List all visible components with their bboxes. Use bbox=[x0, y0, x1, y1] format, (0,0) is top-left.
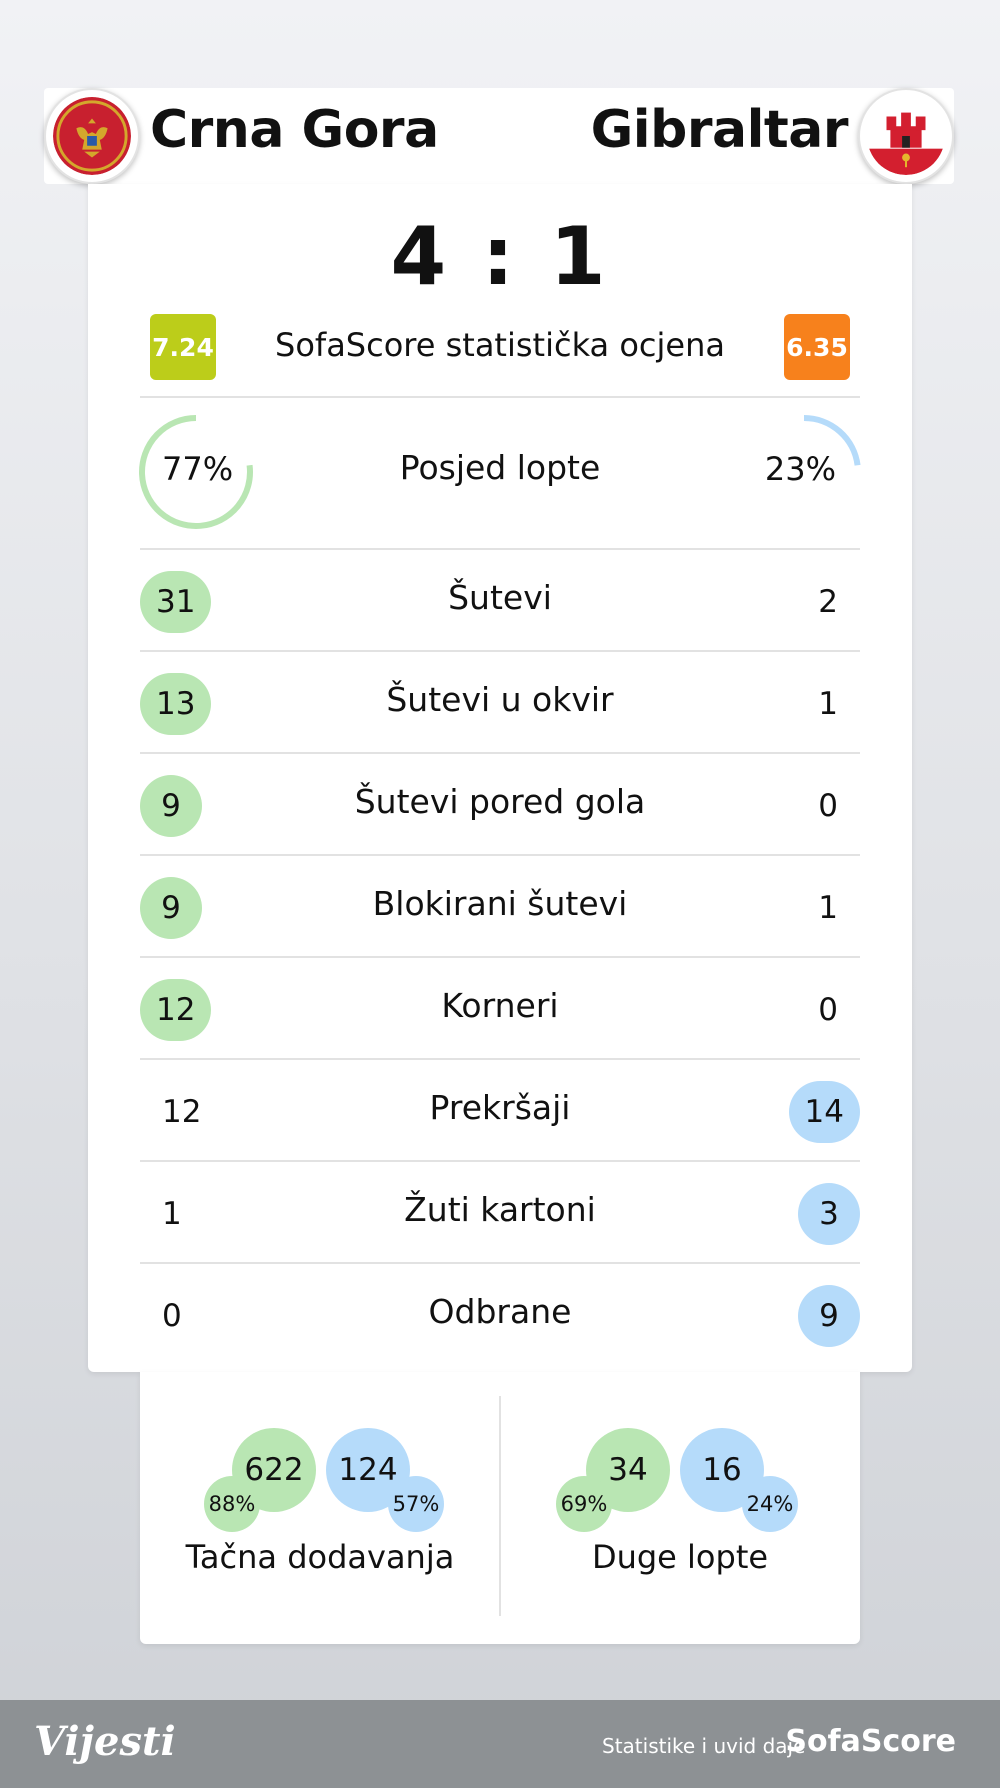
stat-row: Šutevi 31 2 bbox=[140, 550, 860, 652]
home-stat-value: 31 bbox=[140, 571, 212, 633]
passing-card: 622 88% 124 57% Tačna dodavanja 34 69% 1… bbox=[140, 1372, 860, 1644]
away-long-balls-pct: 24% bbox=[742, 1476, 798, 1532]
montenegro-flag-icon bbox=[44, 88, 140, 184]
footer-credit: Statistike i uvid daje bbox=[602, 1734, 806, 1758]
divider bbox=[140, 752, 860, 754]
away-stat-value: 14 bbox=[788, 1081, 860, 1143]
divider bbox=[140, 650, 860, 652]
away-stat-value: 2 bbox=[818, 584, 838, 620]
home-team-name: Crna Gora bbox=[150, 100, 439, 160]
stat-label: Žuti kartoni bbox=[404, 1190, 596, 1229]
away-stat-value: 3 bbox=[798, 1183, 860, 1245]
home-long-balls: 34 bbox=[586, 1428, 670, 1512]
long-balls-label: Duge lopte bbox=[591, 1538, 769, 1576]
divider bbox=[140, 1160, 860, 1162]
divider bbox=[140, 854, 860, 856]
stat-label: Blokirani šutevi bbox=[372, 884, 628, 923]
away-stat-value: 9 bbox=[798, 1285, 860, 1347]
away-stat-value: 0 bbox=[818, 788, 838, 824]
home-stat-value: 13 bbox=[140, 673, 212, 735]
home-stat-value: 9 bbox=[140, 877, 202, 939]
away-stat-value: 1 bbox=[818, 890, 838, 926]
stat-label: Šutevi u okvir bbox=[386, 680, 614, 719]
home-stat-value: 9 bbox=[140, 775, 202, 837]
possession-row: 77% Posjed lopte 23% bbox=[139, 412, 861, 532]
away-accurate-passes: 124 bbox=[326, 1428, 410, 1512]
home-possession-value: 77% bbox=[162, 450, 234, 488]
divider bbox=[140, 1262, 860, 1264]
stat-label: Šutevi bbox=[448, 578, 552, 617]
rating-row: 7.24 SofaScore statistička ocjena 6.35 bbox=[140, 312, 860, 382]
vertical-divider bbox=[499, 1396, 501, 1616]
away-stat-value: 0 bbox=[818, 992, 838, 1028]
stat-label: Prekršaji bbox=[429, 1088, 571, 1127]
away-accurate-passes-pct: 57% bbox=[388, 1476, 444, 1532]
stat-row: Šutevi pored gola 9 0 bbox=[140, 754, 860, 856]
home-stat-value: 12 bbox=[162, 1094, 202, 1130]
match-score: 4 : 1 bbox=[390, 210, 610, 303]
home-accurate-passes: 622 bbox=[232, 1428, 316, 1512]
team-header: Crna Gora Gibraltar bbox=[44, 88, 954, 184]
vijesti-logo: Vijesti bbox=[34, 1718, 176, 1765]
stat-row: Žuti kartoni 1 3 bbox=[140, 1162, 860, 1264]
home-rating-badge: 7.24 bbox=[150, 314, 216, 380]
divider bbox=[140, 956, 860, 958]
stat-row: Blokirani šutevi 9 1 bbox=[140, 856, 860, 958]
away-possession-value: 23% bbox=[764, 450, 836, 488]
gibraltar-flag-icon bbox=[858, 88, 954, 184]
rating-label: SofaScore statistička ocjena bbox=[275, 326, 725, 364]
home-stat-value: 0 bbox=[162, 1298, 182, 1334]
away-stat-value: 1 bbox=[818, 686, 838, 722]
stat-row: Odbrane 0 9 bbox=[140, 1264, 860, 1366]
possession-label: Posjed lopte bbox=[399, 448, 601, 487]
divider bbox=[140, 396, 860, 398]
away-team-name: Gibraltar bbox=[590, 100, 849, 160]
home-long-balls-pct: 69% bbox=[556, 1476, 612, 1532]
stat-label: Šutevi pored gola bbox=[354, 782, 646, 821]
stat-label: Korneri bbox=[441, 986, 559, 1025]
stat-row: Korneri 12 0 bbox=[140, 958, 860, 1060]
stat-row: Šutevi u okvir 13 1 bbox=[140, 652, 860, 754]
home-stat-value: 1 bbox=[162, 1196, 182, 1232]
home-stat-value: 12 bbox=[140, 979, 212, 1041]
stat-label: Odbrane bbox=[428, 1292, 572, 1331]
accurate-passes-metric: 622 88% 124 57% Tačna dodavanja bbox=[140, 1372, 500, 1644]
divider bbox=[140, 1058, 860, 1060]
stats-card: 4 : 1 7.24 SofaScore statistička ocjena … bbox=[88, 184, 912, 1372]
stat-row: Prekršaji 12 14 bbox=[140, 1060, 860, 1162]
home-possession-ring bbox=[139, 415, 253, 529]
sofascore-logo: SofaScore bbox=[785, 1724, 956, 1759]
away-possession-ring bbox=[803, 415, 861, 466]
accurate-passes-label: Tačna dodavanja bbox=[185, 1538, 455, 1576]
away-rating-badge: 6.35 bbox=[784, 314, 850, 380]
divider bbox=[140, 548, 860, 550]
footer: Vijesti Statistike i uvid daje SofaScore bbox=[0, 1700, 1000, 1788]
home-accurate-passes-pct: 88% bbox=[204, 1476, 260, 1532]
long-balls-metric: 34 69% 16 24% Duge lopte bbox=[500, 1372, 860, 1644]
